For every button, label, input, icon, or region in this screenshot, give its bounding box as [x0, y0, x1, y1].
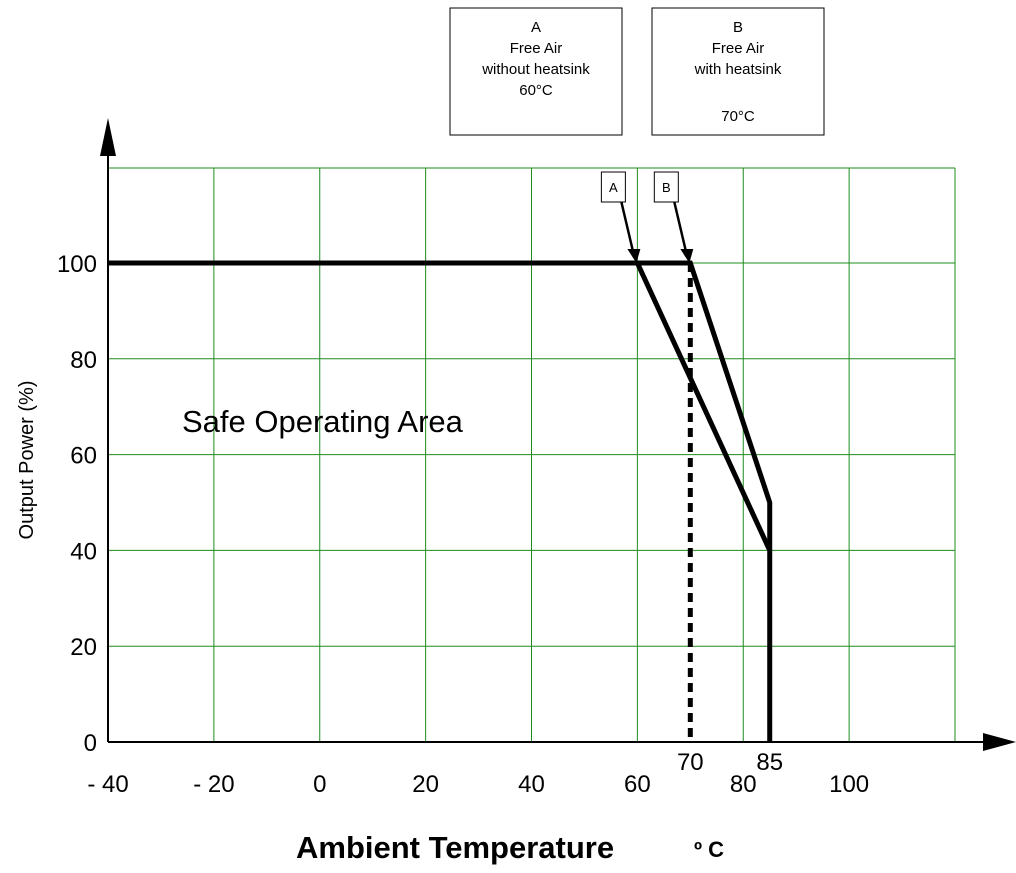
x-axis-arrow	[983, 733, 1016, 751]
y-tick-label: 0	[84, 730, 97, 757]
legend-box-a	[449, 7, 623, 136]
series-lines	[108, 260, 773, 742]
x-tick-label: 0	[313, 771, 326, 798]
y-axis-label: Output Power (%)	[16, 381, 38, 540]
x-tick-label: 100	[829, 771, 869, 798]
legend-box-line: B	[733, 19, 743, 36]
y-tick-label: 20	[70, 634, 97, 661]
legend-box-line: Free Air	[712, 40, 765, 57]
legend-box-line: A	[531, 19, 541, 36]
marker-arrow-head	[680, 249, 694, 263]
series-line-b	[637, 260, 773, 551]
legend-box-line: 60°C	[519, 82, 553, 99]
y-tick-label: 60	[70, 443, 97, 470]
legend-box-line: without heatsink	[481, 61, 590, 78]
x-axis-unit: º C	[694, 837, 724, 862]
y-tick-label: 40	[70, 538, 97, 565]
x-tick-label: 80	[730, 771, 757, 798]
x-tick-label: - 20	[193, 771, 234, 798]
x-tick-label: 40	[518, 771, 545, 798]
marker-box-a	[600, 171, 626, 203]
marker-arrow-shaft	[620, 201, 635, 254]
legend-box-b	[651, 7, 825, 136]
legend-box-line: Free Air	[510, 40, 563, 57]
series-line-a	[108, 260, 773, 742]
x-tick-label: 20	[412, 771, 439, 798]
axes	[100, 118, 1016, 751]
y-tick-label: 100	[57, 251, 97, 278]
y-tick-label: 80	[70, 347, 97, 374]
x-tick-label-extra: 70	[677, 749, 704, 776]
x-tick-label-extra: 85	[756, 749, 783, 776]
x-tick-label: 60	[624, 771, 651, 798]
y-axis-arrow	[100, 118, 116, 156]
safe-operating-area-label: Safe Operating Area	[182, 404, 464, 439]
tick-labels: - 40 - 20 0 20 40 60 80 100 70 85 0 20 40 60 80 100	[57, 251, 869, 798]
grid-lines	[107, 167, 956, 743]
marker-label-a: A	[609, 180, 618, 195]
legend-box-line: with heatsink	[694, 61, 782, 78]
x-tick-label: - 40	[87, 771, 128, 798]
legend-box-line: 70°C	[721, 108, 755, 125]
marker-box-b	[653, 171, 679, 203]
marker-arrow-head	[627, 249, 641, 263]
legend-boxes: A Free Air without heatsink 60°C B Free Air wi…	[449, 7, 825, 136]
x-axis-label: Ambient Temperature	[296, 830, 614, 865]
marker-label-b: B	[662, 180, 671, 195]
marker-arrow-shaft	[673, 201, 688, 254]
